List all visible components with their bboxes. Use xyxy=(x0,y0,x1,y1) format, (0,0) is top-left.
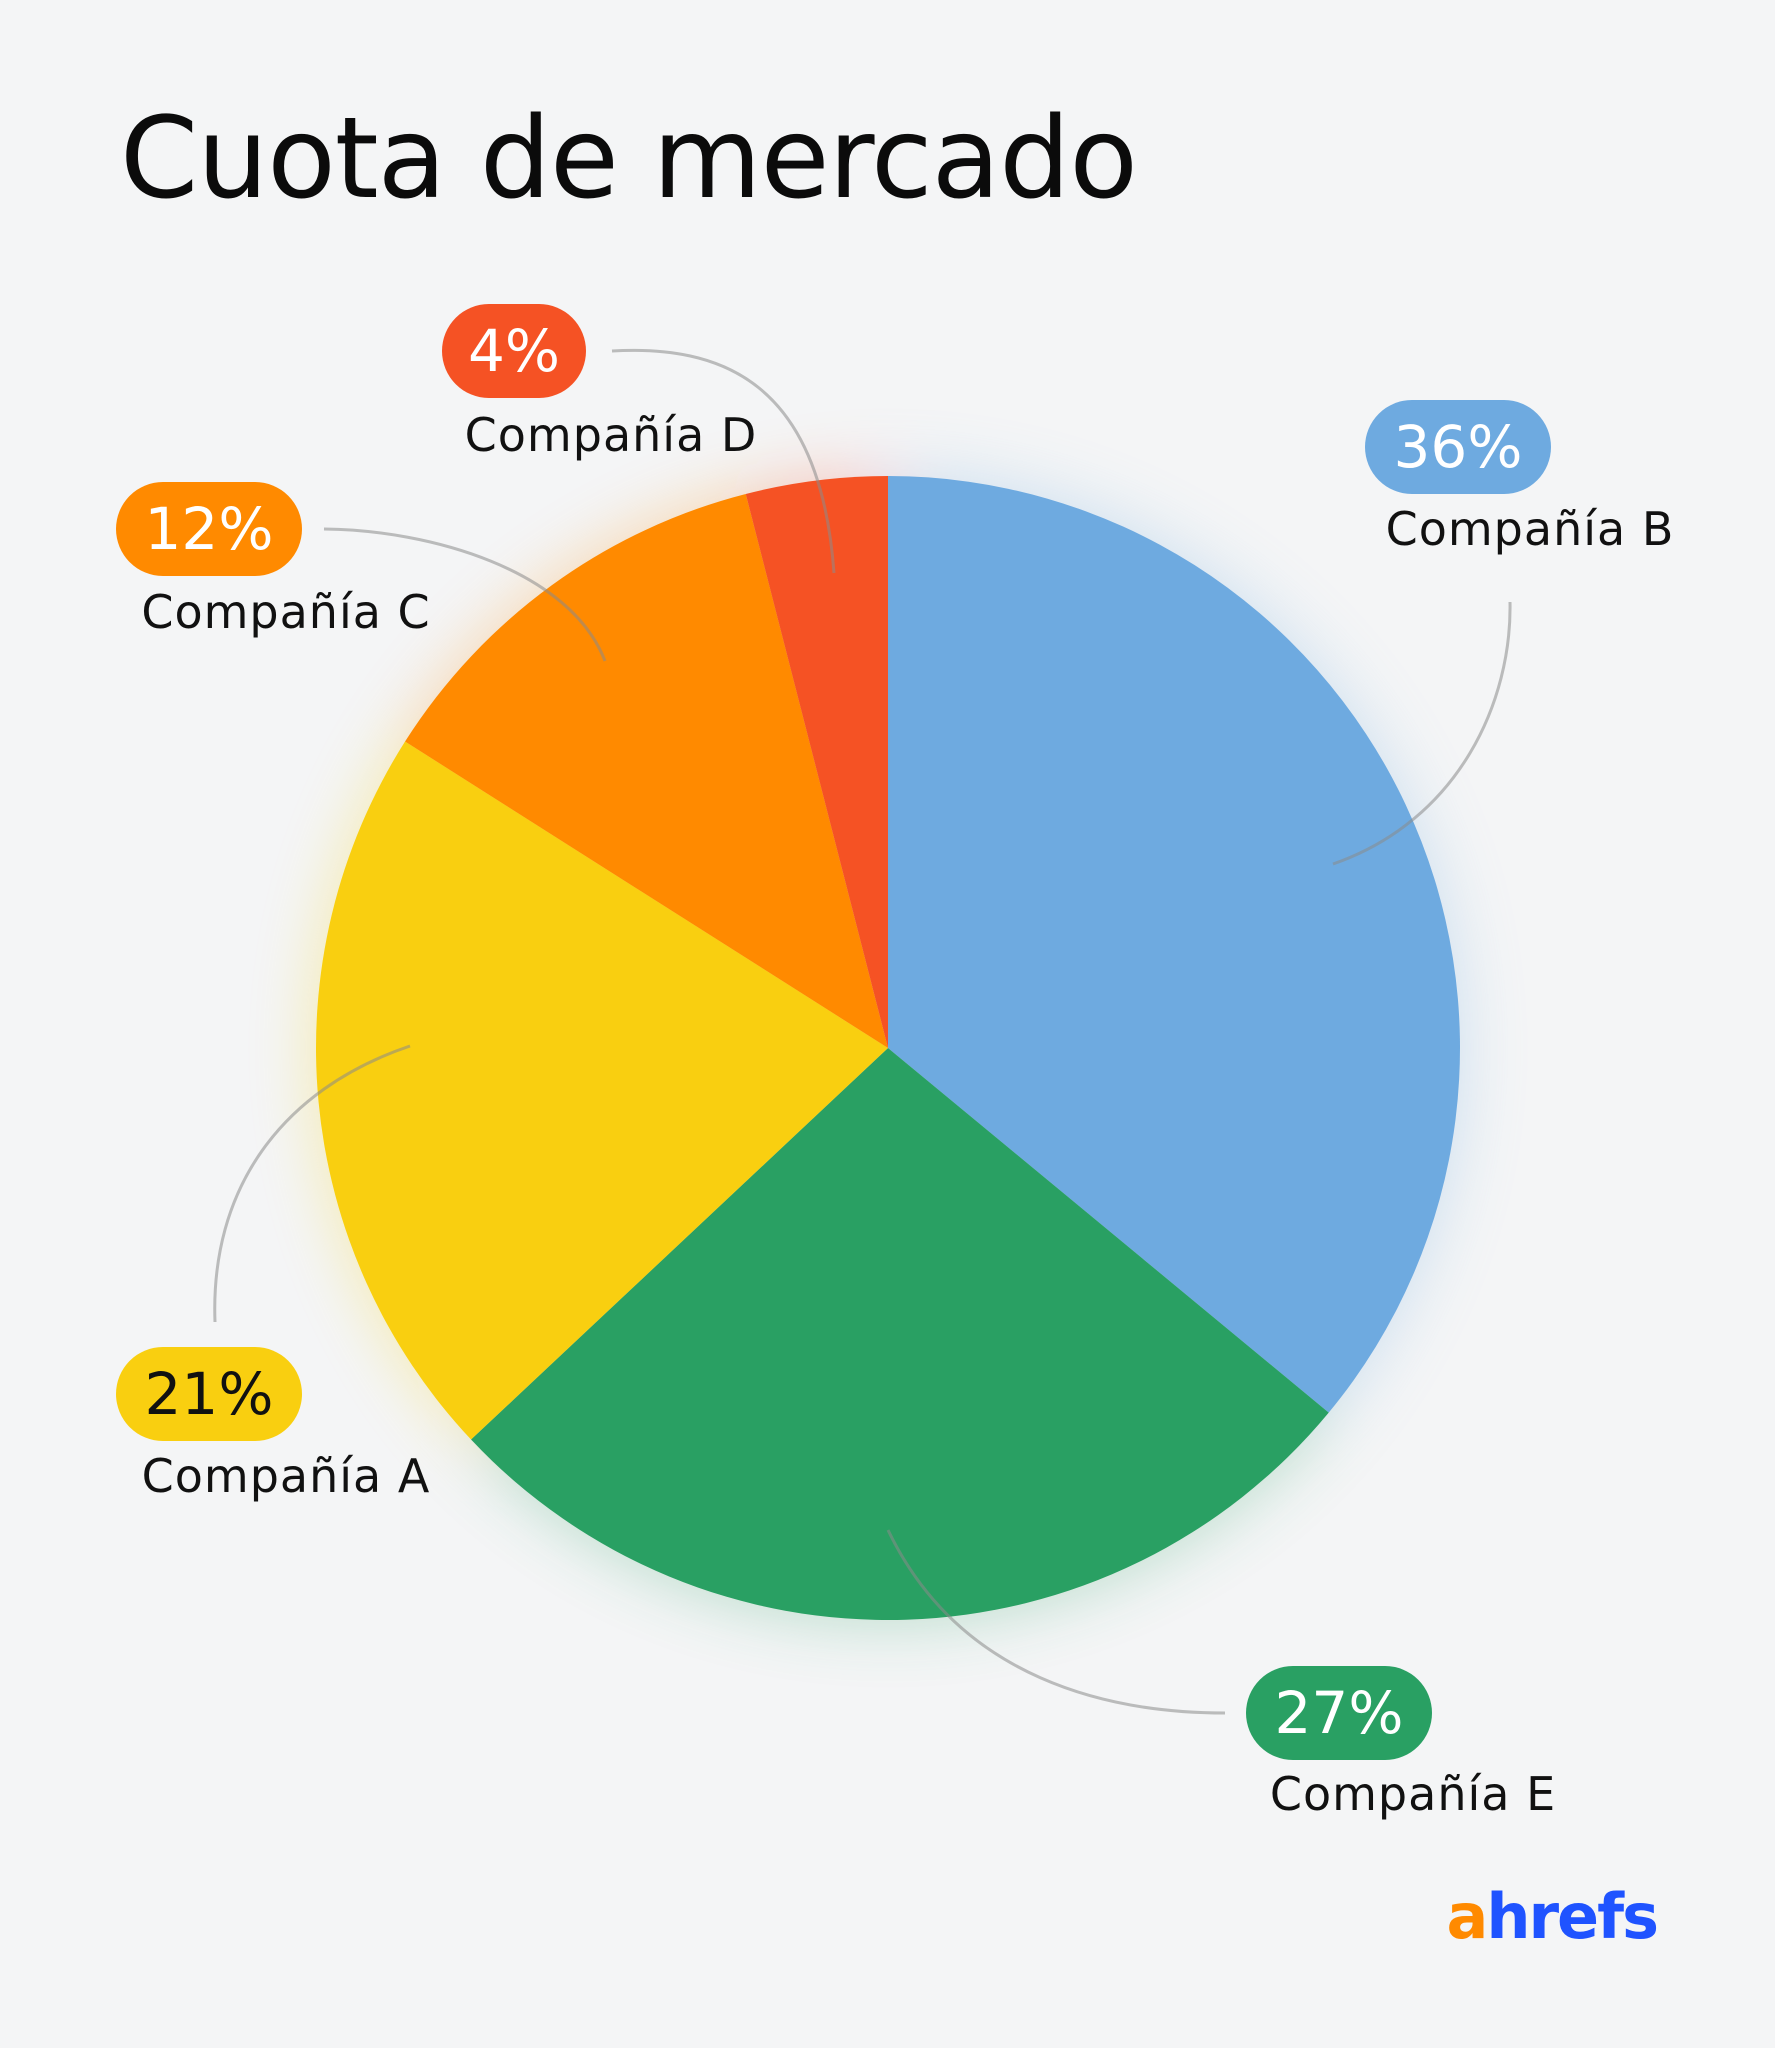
value-badge-compa-a-a: 21% xyxy=(116,1347,302,1441)
value-badge-bg-compa-a-b xyxy=(1365,400,1551,494)
chart-title: Cuota de mercado xyxy=(120,94,1138,224)
leader-line-compa-a-a xyxy=(213,1044,411,1323)
value-badge-compa-a-c: 12% xyxy=(116,482,302,576)
value-badge-bg-compa-a-d xyxy=(442,304,586,398)
category-label-compa-a-a: Compañía A xyxy=(142,1449,431,1503)
leader-line-compa-a-b xyxy=(1332,601,1512,866)
pie-slice-compa-a-c xyxy=(405,493,888,1049)
value-label-compa-a-e: 27% xyxy=(1275,1679,1404,1747)
pie-slice-compa-a-e xyxy=(471,1048,1329,1620)
value-badge-bg-compa-a-c xyxy=(116,482,302,576)
value-badge-compa-a-e: 27% xyxy=(1246,1666,1432,1760)
leader-line-compa-a-d xyxy=(611,348,836,574)
leader-lines xyxy=(213,348,1512,1715)
category-label-compa-a-b: Compañía B xyxy=(1386,502,1675,556)
leader-line-compa-a-e xyxy=(886,1529,1226,1715)
value-label-compa-a-a: 21% xyxy=(145,1360,274,1428)
value-label-compa-a-b: 36% xyxy=(1394,413,1523,481)
pie-slice-compa-a-d xyxy=(745,476,888,1048)
category-label-compa-a-d: Compañía D xyxy=(465,408,758,462)
pie-slice-compa-a-b xyxy=(888,476,1460,1413)
leader-line-compa-a-c xyxy=(323,527,607,662)
value-badge-bg-compa-a-e xyxy=(1246,1666,1432,1760)
category-label-compa-a-c: Compañía C xyxy=(141,585,430,639)
value-badge-compa-a-b: 36% xyxy=(1365,400,1551,494)
value-badge-compa-a-d: 4% xyxy=(442,304,586,398)
slice-labels: 36% Compañía B 27% Compañía E 21% Compañía A 1… xyxy=(116,304,1675,1821)
value-label-compa-a-d: 4% xyxy=(468,317,560,385)
category-label-compa-a-e: Compañía E xyxy=(1270,1767,1556,1821)
pie-slice-compa-a-a xyxy=(315,741,888,1440)
value-label-compa-a-c: 12% xyxy=(145,495,274,563)
pie-slices xyxy=(315,476,1460,1620)
ahrefs-logo: ahrefs xyxy=(1446,1880,1659,1953)
value-badge-bg-compa-a-a xyxy=(116,1347,302,1441)
